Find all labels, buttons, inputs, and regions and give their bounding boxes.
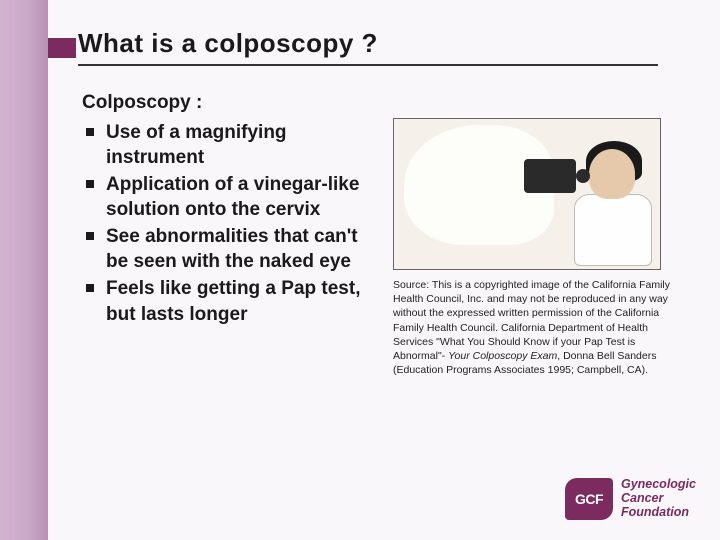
- list-item: Use of a magnifying instrument: [82, 120, 382, 170]
- logo-text: Gynecologic Cancer Foundation: [621, 478, 696, 519]
- list-item: Feels like getting a Pap test, but lasts…: [82, 276, 382, 326]
- sidebar-gradient: [0, 0, 48, 540]
- list-item: See abnormalities that can't be seen wit…: [82, 224, 382, 274]
- intro-label: Colposcopy :: [82, 92, 382, 114]
- bullet-list: Use of a magnifying instrument Applicati…: [82, 120, 382, 327]
- logo-badge-text: GCF: [575, 491, 603, 507]
- logo-badge: GCF: [565, 478, 613, 520]
- logo-line3: Foundation: [621, 506, 696, 520]
- logo-line1: Gynecologic: [621, 478, 696, 492]
- footer-logo: GCF Gynecologic Cancer Foundation: [565, 478, 696, 520]
- image-source-caption: Source: This is a copyrighted image of t…: [393, 278, 673, 377]
- illustration-box: [393, 118, 661, 270]
- content-block: Colposcopy : Use of a magnifying instrum…: [82, 92, 382, 329]
- illustration-colposcope: [524, 159, 576, 193]
- list-item: Application of a vinegar-like solution o…: [82, 172, 382, 222]
- slide-title: What is a colposcopy ?: [78, 28, 378, 59]
- source-italic: Your Colposcopy Exam: [448, 350, 557, 362]
- illustration-coat: [574, 194, 652, 266]
- title-underline: [78, 64, 658, 66]
- title-accent-bar: [48, 38, 76, 58]
- logo-line2: Cancer: [621, 492, 696, 506]
- illustration-head: [589, 149, 635, 199]
